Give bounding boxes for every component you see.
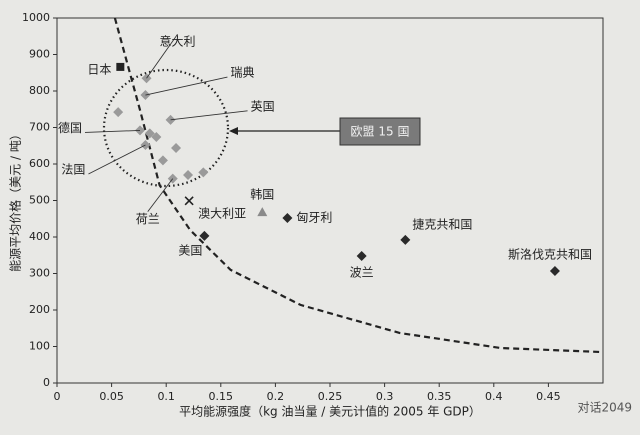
leader-line [147,178,174,212]
x-tick-label: 0.15 [209,390,234,403]
point-label: 法国 [61,163,85,177]
point-label: 英国 [251,99,275,113]
y-tick-label: 0 [43,376,50,389]
y-tick-label: 1000 [22,11,50,24]
watermark: 对话2049 [577,401,632,415]
callout-text: 欧盟 15 国 [351,125,410,139]
x-tick-label: 0.35 [427,390,452,403]
point-label: 斯洛伐克共和国 [508,246,592,261]
y-axis-title: 能源平均价格（美元 / 吨） [8,128,23,272]
leader-line [170,110,248,121]
point-label: 德国 [58,120,82,135]
point-label: 美国 [178,243,202,257]
x-tick-label: 0.3 [376,390,394,403]
point [144,128,155,139]
trend-line [113,17,601,354]
x-tick-label: 0.05 [99,390,124,403]
point [116,62,125,71]
point [183,169,194,180]
point-label: 日本 [87,62,111,76]
point [199,230,210,241]
point [151,131,162,142]
point [157,155,168,166]
point-label: 匈牙利 [296,211,332,225]
y-tick-label: 500 [29,194,50,207]
leader-line [84,129,141,133]
y-tick-label: 600 [29,157,50,170]
y-tick-label: 700 [29,121,50,134]
point [113,107,124,118]
callout-box [339,117,421,146]
x-tick-label: 0.2 [267,390,285,403]
y-tick-label: 900 [29,48,50,61]
y-tick-label: 200 [29,303,50,316]
point [184,196,194,206]
point-label: 韩国 [250,187,274,202]
x-axis-title: 平均能源强度（kg 油当量 / 美元计值的 2005 年 GDP） [179,404,481,419]
point-label: 波兰 [350,265,374,279]
point [549,265,560,276]
y-tick-label: 100 [29,340,50,353]
leader-line [146,33,178,79]
eu-circle [102,68,230,188]
point [198,167,209,178]
point [257,207,268,217]
point-label: 意大利 [160,34,196,49]
leader-line [88,144,146,175]
x-tick-label: 0.4 [485,390,503,403]
point [356,250,367,261]
point-label: 瑞典 [230,66,254,80]
point [400,234,411,245]
point [282,213,293,224]
x-tick-label: 0 [54,390,61,403]
y-tick-label: 400 [29,230,50,243]
arrow-head [229,127,238,135]
y-tick-label: 300 [29,267,50,280]
point-label: 捷克共和国 [412,217,472,231]
x-tick-label: 0.1 [157,390,175,403]
point-label: 荷兰 [136,212,160,226]
x-tick-label: 0.25 [318,390,343,403]
x-tick-label: 0.45 [536,390,561,403]
y-tick-label: 800 [29,84,50,97]
leader-line [145,76,228,96]
point-label: 澳大利亚 [198,206,246,220]
point [171,142,182,153]
